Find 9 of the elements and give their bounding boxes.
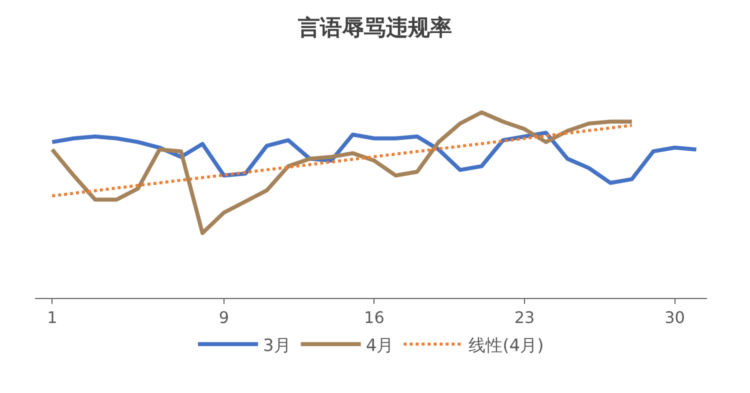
x-tick-label: 1 [47, 308, 58, 328]
chart-title: 言语辱骂违规率 [297, 15, 452, 42]
legend-label: 4月 [366, 336, 394, 356]
x-tick-label: 9 [218, 308, 230, 328]
x-tick-label: 30 [664, 308, 685, 328]
x-tick-label: 23 [514, 308, 535, 328]
x-tick-label: 16 [364, 308, 384, 328]
legend-label: 3月 [263, 336, 291, 356]
legend-label: 线性(4月) [468, 336, 544, 356]
